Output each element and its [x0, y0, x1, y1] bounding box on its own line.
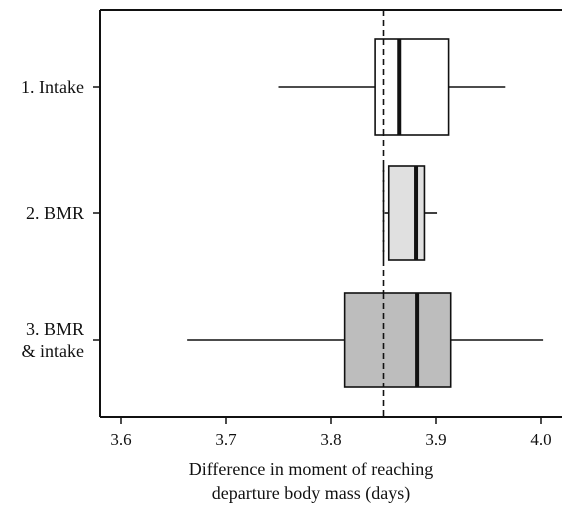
iqr-box [374, 38, 450, 136]
category-label: 3. BMR [26, 319, 84, 339]
iqr-box [387, 165, 426, 261]
category-label: 1. Intake [21, 77, 84, 97]
iqr-box [343, 292, 452, 388]
x-axis-title-line: Difference in moment of reaching [189, 459, 434, 479]
x-axis-title-line: departure body mass (days) [212, 483, 410, 504]
x-tick-label: 4.0 [530, 430, 551, 449]
x-tick-label: 3.6 [110, 430, 131, 449]
category-labels-layer: 1. Intake 2. BMR 3. BMR& intake [21, 77, 84, 361]
box-group-2 [382, 165, 438, 261]
category-label: & intake [22, 341, 84, 361]
ticks-layer: 3.6 3.7 3.8 3.9 4.0 [110, 417, 552, 449]
x-tick-label: 3.8 [320, 430, 341, 449]
category-label: 2. BMR [26, 203, 84, 223]
box-group-3 [187, 292, 544, 388]
boxes-layer [187, 38, 544, 388]
box-group-1 [278, 38, 506, 136]
axes-layer [93, 9, 562, 418]
x-axis-title-layer: Difference in moment of reaching departur… [189, 459, 434, 504]
x-tick-label: 3.7 [215, 430, 237, 449]
x-tick-label: 3.9 [425, 430, 446, 449]
